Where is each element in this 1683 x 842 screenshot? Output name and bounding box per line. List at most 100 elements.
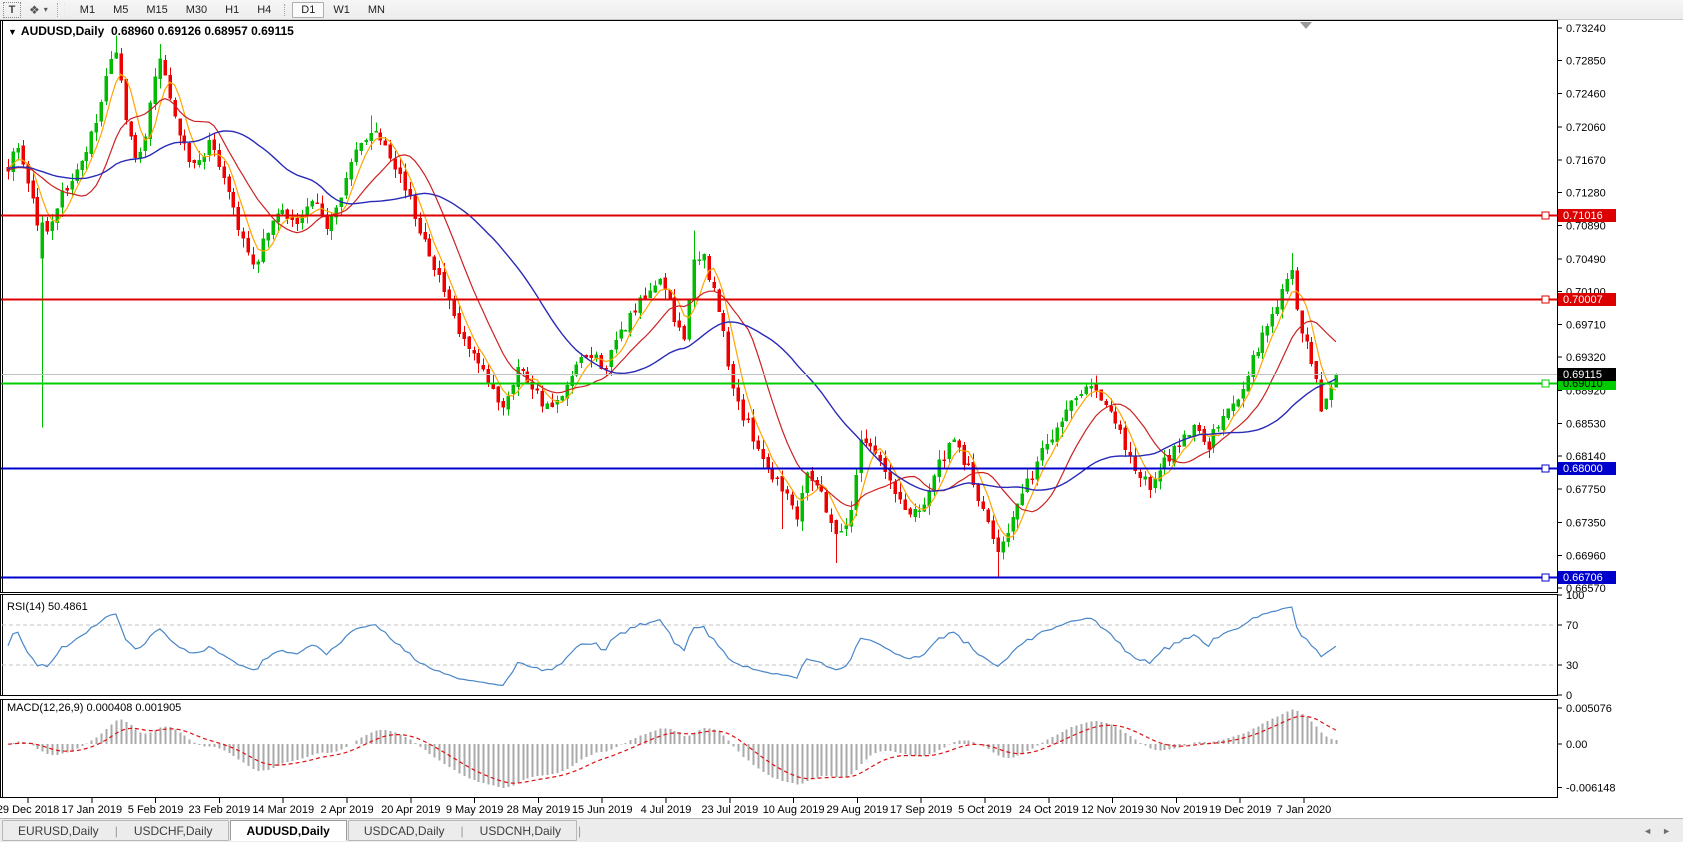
collapse-caret-icon[interactable]: ▼ [8, 27, 17, 37]
chart-ohlc-values: 0.68960 0.69126 0.68957 0.69115 [110, 24, 294, 38]
svg-text:0.67750: 0.67750 [1566, 484, 1606, 496]
svg-text:23 Jul 2019: 23 Jul 2019 [701, 804, 758, 816]
tab-USDCNH-Daily[interactable]: USDCNH,Daily [479, 823, 562, 838]
timeframe-MN[interactable]: MN [359, 2, 394, 18]
toolbar-grip [56, 2, 65, 17]
timeframe-M5[interactable]: M5 [104, 2, 137, 18]
svg-text:0: 0 [1566, 690, 1572, 702]
svg-text:0.69320: 0.69320 [1566, 352, 1606, 364]
macd-signal-line [7, 715, 1337, 784]
timeframe-M30[interactable]: M30 [177, 2, 216, 18]
svg-text:0.70890: 0.70890 [1566, 220, 1606, 232]
svg-text:17 Jan 2019: 17 Jan 2019 [62, 804, 123, 816]
svg-text:0.71280: 0.71280 [1566, 188, 1606, 200]
svg-text:4 Jul 2019: 4 Jul 2019 [641, 804, 692, 816]
tab-USDCAD-Daily[interactable]: USDCAD,Daily [363, 823, 445, 838]
tab-separator: | [578, 823, 582, 838]
timeframe-D1[interactable]: D1 [292, 1, 325, 18]
svg-text:70: 70 [1566, 620, 1578, 632]
tab-EURUSD-Daily[interactable]: EURUSD,Daily [18, 823, 99, 838]
svg-text:17 Sep 2019: 17 Sep 2019 [890, 804, 952, 816]
svg-text:28 May 2019: 28 May 2019 [507, 804, 571, 816]
rsi-name: RSI(14) [7, 601, 45, 613]
svg-text:29 Aug 2019: 29 Aug 2019 [827, 804, 889, 816]
hline-0.66706[interactable] [1, 573, 1557, 582]
svg-text:0.72060: 0.72060 [1566, 122, 1606, 134]
svg-text:0.70490: 0.70490 [1566, 254, 1606, 266]
svg-text:10 Aug 2019: 10 Aug 2019 [763, 804, 825, 816]
tab-scroll-arrows: ◄ ► [1643, 826, 1671, 836]
svg-text:15 Jun 2019: 15 Jun 2019 [572, 804, 633, 816]
hline-0.68000[interactable] [1, 464, 1557, 473]
pane-borders [0, 20, 1558, 798]
tab-group: USDCAD,Daily | USDCNH,Daily [347, 820, 578, 841]
svg-text:-0.006148: -0.006148 [1566, 783, 1616, 795]
price-tags: 0.710160.700070.690100.680000.667060.691… [1558, 209, 1616, 584]
macd-name: MACD(12,26,9) [7, 702, 84, 714]
svg-text:0.69710: 0.69710 [1566, 319, 1606, 331]
tab-USDCHF-Daily[interactable]: USDCHF,Daily [133, 823, 213, 838]
tab-separator: | [460, 823, 464, 838]
svg-text:0.005076: 0.005076 [1566, 703, 1612, 715]
svg-text:30: 30 [1566, 660, 1578, 672]
svg-text:100: 100 [1566, 590, 1584, 602]
macd-pane-label: MACD(12,26,9) 0.000408 0.001905 [7, 702, 181, 714]
drawing-tools-button[interactable]: ❖ ▾ [25, 2, 53, 18]
svg-text:0.70007: 0.70007 [1563, 294, 1603, 306]
chart-window: ▼ AUDUSD,Daily 0.68960 0.69126 0.68957 0.… [0, 20, 1683, 818]
chart-title: ▼ AUDUSD,Daily 0.68960 0.69126 0.68957 0.… [8, 24, 294, 38]
svg-text:0.71016: 0.71016 [1563, 210, 1603, 222]
svg-text:30 Nov 2019: 30 Nov 2019 [1145, 804, 1207, 816]
text-tool-button[interactable]: T [3, 1, 21, 18]
svg-text:7 Jan 2020: 7 Jan 2020 [1277, 804, 1331, 816]
svg-text:0.66706: 0.66706 [1563, 572, 1603, 584]
timeframe-H4[interactable]: H4 [248, 2, 280, 18]
chart-shift-marker[interactable] [1300, 22, 1312, 29]
tab-AUDUSD-Daily[interactable]: AUDUSD,Daily [229, 820, 347, 841]
candles [6, 35, 1338, 578]
svg-text:9 May 2019: 9 May 2019 [446, 804, 503, 816]
timeframe-W1[interactable]: W1 [324, 2, 359, 18]
moving-averages [7, 73, 1337, 539]
svg-text:0.66570: 0.66570 [1566, 583, 1606, 595]
macd-current-values: 0.000408 0.001905 [86, 702, 182, 714]
tab-group: EURUSD,Daily | USDCHF,Daily [2, 820, 229, 841]
price-chart: 0.73240 0.72850 0.72460 0.72060 0.71670 0.712… [0, 20, 1616, 816]
toolbar: T ❖ ▾ M1 M5 M15 M30 H1 H4 D1 W1 MN [0, 0, 1683, 20]
scroll-right-icon[interactable]: ► [1662, 825, 1671, 836]
svg-text:0.68000: 0.68000 [1563, 463, 1603, 475]
svg-text:0.72460: 0.72460 [1566, 89, 1606, 101]
svg-text:14 Mar 2019: 14 Mar 2019 [252, 804, 314, 816]
timeframe-H1[interactable]: H1 [216, 2, 248, 18]
svg-text:20 Apr 2019: 20 Apr 2019 [381, 804, 440, 816]
rsi-pane-content [2, 606, 1556, 687]
svg-text:5 Feb 2019: 5 Feb 2019 [128, 804, 184, 816]
rsi-pane-label: RSI(14) 50.4861 [7, 601, 88, 613]
svg-text:2 Apr 2019: 2 Apr 2019 [320, 804, 373, 816]
scroll-left-icon[interactable]: ◄ [1643, 825, 1653, 836]
svg-text:24 Oct 2019: 24 Oct 2019 [1019, 804, 1079, 816]
svg-text:0.67350: 0.67350 [1566, 518, 1606, 530]
timeframe-buttons: M1 M5 M15 M30 H1 H4 D1 W1 MN [71, 1, 394, 18]
rsi-axis: 100 70 30 0 [1557, 590, 1584, 702]
hline-0.71016[interactable] [1, 211, 1557, 220]
timeframe-M1[interactable]: M1 [71, 2, 104, 18]
drawing-tools-icon: ❖ [29, 2, 41, 17]
tab-separator: | [114, 823, 118, 838]
hline-0.69010[interactable] [1, 379, 1557, 388]
svg-text:23 Feb 2019: 23 Feb 2019 [189, 804, 251, 816]
toolbar-grip [284, 3, 287, 16]
dropdown-caret-icon: ▾ [43, 5, 49, 14]
timeframe-M15[interactable]: M15 [137, 2, 176, 18]
rsi-current-value: 50.4861 [47, 601, 88, 613]
hline-0.70007[interactable] [1, 295, 1557, 304]
date-axis: 29 Dec 2018 17 Jan 2019 5 Feb 2019 23 Feb 2… [0, 798, 1331, 816]
svg-text:0.68530: 0.68530 [1566, 419, 1606, 431]
svg-text:0.68140: 0.68140 [1566, 451, 1606, 463]
svg-text:0.71670: 0.71670 [1566, 155, 1606, 167]
svg-text:0.00: 0.00 [1566, 739, 1587, 751]
chart-symbol: AUDUSD,Daily [20, 24, 105, 38]
svg-text:0.66960: 0.66960 [1566, 550, 1606, 562]
macd-axis: 0.005076 0.00 -0.006148 [1557, 703, 1616, 795]
svg-text:5 Oct 2019: 5 Oct 2019 [958, 804, 1012, 816]
